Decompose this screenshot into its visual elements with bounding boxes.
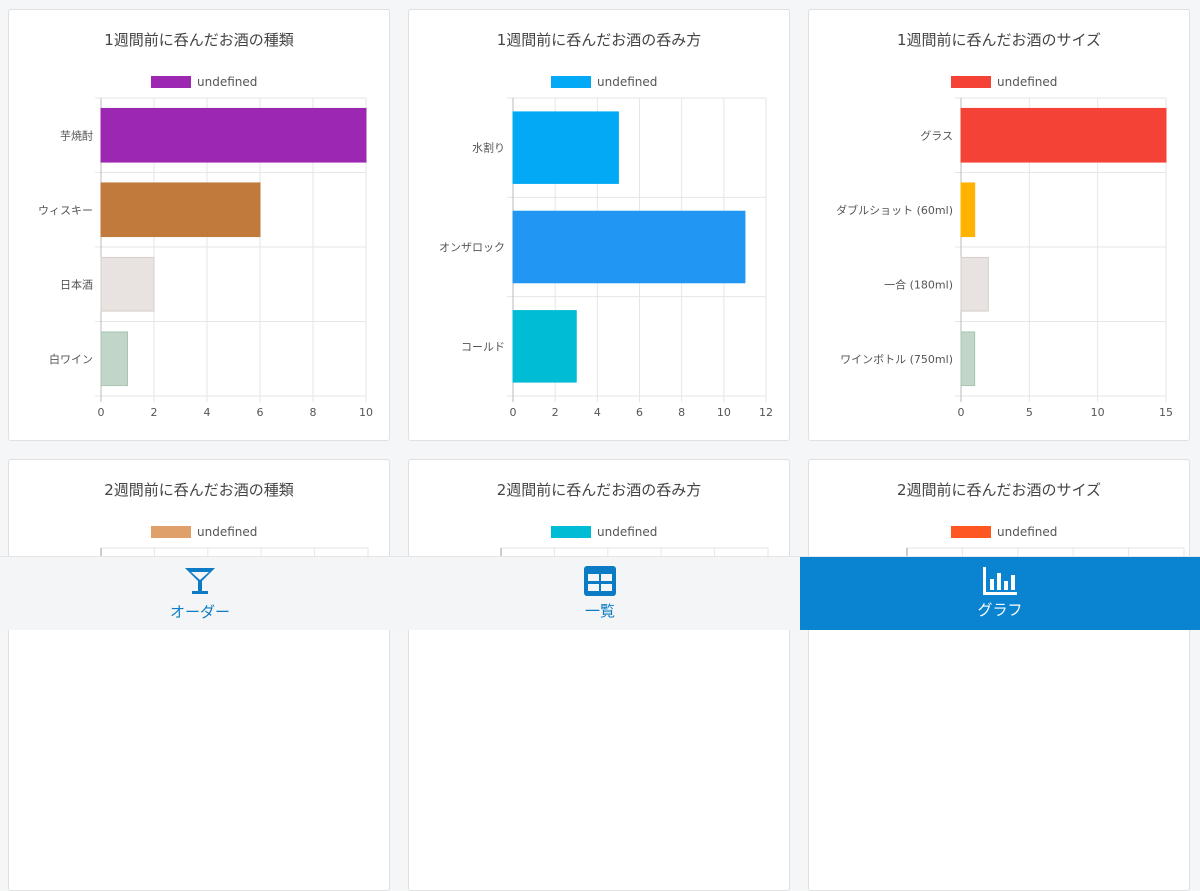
nav-order-label: オーダー — [169, 603, 230, 621]
bar — [960, 331, 976, 387]
bar — [960, 256, 989, 312]
legend-label: undefined — [997, 75, 1057, 89]
chart-card-week2-style: 2週間前に呑んだお酒の呑み方 undefined — [408, 459, 790, 891]
chart-title: 2週間前に呑んだお酒の呑み方 — [496, 481, 702, 499]
bar — [100, 256, 155, 312]
x-tick-label: 0 — [98, 406, 105, 419]
chart-card-week2-size: 2週間前に呑んだお酒のサイズ undefined — [808, 459, 1190, 891]
x-tick-label: 10 — [359, 406, 373, 419]
y-category-label: ウィスキー — [38, 204, 93, 217]
chart-title: 1週間前に呑んだお酒のサイズ — [896, 31, 1102, 49]
chart-title: 1週間前に呑んだお酒の種類 — [104, 31, 294, 49]
chart-card-week1-style: 1週間前に呑んだお酒の呑み方 undefined 0 2 4 6 8 10 12 水割りオンザロ… — [408, 9, 790, 441]
y-category-label: オンザロック — [439, 241, 505, 254]
bar — [100, 182, 261, 238]
x-tick-label: 5 — [1026, 406, 1033, 419]
bar — [512, 210, 746, 284]
bar-chart: undefined — [500, 525, 769, 580]
x-tick-label: 8 — [310, 406, 317, 419]
legend-swatch — [951, 76, 991, 88]
y-category-label: コールド — [461, 340, 505, 353]
chart-title: 2週間前に呑んだお酒のサイズ — [896, 481, 1102, 499]
nav-list-label: 一覧 — [584, 602, 615, 620]
bar-chart: undefined — [906, 525, 1185, 580]
legend-swatch — [151, 526, 191, 538]
x-tick-label: 4 — [204, 406, 211, 419]
x-tick-label: 2 — [151, 406, 158, 419]
x-tick-label: 12 — [759, 406, 773, 419]
x-tick-label: 6 — [257, 406, 264, 419]
legend-label: undefined — [197, 525, 257, 539]
nav-graph-label: グラフ — [977, 601, 1023, 619]
chart-card-week2-type: 2週間前に呑んだお酒の種類 undefined — [8, 459, 390, 891]
x-tick-label: 8 — [678, 406, 685, 419]
nav-graph[interactable]: グラフ — [800, 557, 1200, 630]
bar — [512, 111, 619, 184]
legend-swatch — [151, 76, 191, 88]
x-tick-label: 15 — [1159, 406, 1173, 419]
bar-chart: undefined — [100, 525, 369, 580]
chart-title: 1週間前に呑んだお酒の呑み方 — [496, 31, 702, 49]
y-category-label: 日本酒 — [60, 277, 93, 291]
legend-swatch — [551, 76, 591, 88]
nav-order[interactable]: オーダー — [0, 557, 400, 630]
bar — [100, 107, 367, 163]
x-tick-label: 0 — [958, 406, 965, 419]
y-category-label: 水割り — [472, 141, 505, 155]
bar-chart-icon — [983, 567, 1017, 595]
bottom-navigation: オーダー 一覧 グラフ — [0, 556, 1200, 630]
legend-label: undefined — [597, 525, 657, 539]
y-category-label: ワインボトル (750ml) — [840, 353, 953, 366]
chart-card-week1-size: 1週間前に呑んだお酒のサイズ undefined 0 5 10 15 グラスダブルショット… — [808, 9, 1190, 441]
nav-list[interactable]: 一覧 — [400, 557, 800, 630]
legend-label: undefined — [597, 75, 657, 89]
x-tick-label: 2 — [552, 406, 559, 419]
y-category-label: ダブルショット (60ml) — [836, 203, 953, 217]
x-tick-label: 4 — [594, 406, 601, 419]
legend-swatch — [951, 526, 991, 538]
bar — [960, 182, 976, 238]
x-tick-label: 0 — [510, 406, 517, 419]
cocktail-glass-icon — [183, 565, 217, 597]
bar — [100, 331, 128, 387]
legend-label: undefined — [997, 525, 1057, 539]
y-category-label: グラス — [920, 128, 953, 142]
legend-swatch — [551, 526, 591, 538]
chart-card-week1-type: 1週間前に呑んだお酒の種類 undefined 0 2 4 6 8 10 芋焼酎ウィスキー日本… — [8, 9, 390, 441]
legend-label: undefined — [197, 75, 257, 89]
y-category-label: 一合 (180ml) — [884, 277, 953, 291]
chart-title: 2週間前に呑んだお酒の種類 — [104, 481, 294, 499]
bar — [512, 310, 577, 383]
x-tick-label: 10 — [1091, 406, 1105, 419]
y-category-label: 芋焼酎 — [60, 128, 93, 142]
table-icon — [584, 566, 616, 596]
x-tick-label: 10 — [717, 406, 731, 419]
x-tick-label: 6 — [636, 406, 643, 419]
y-category-label: 白ワイン — [49, 352, 93, 366]
bar — [960, 107, 1167, 163]
